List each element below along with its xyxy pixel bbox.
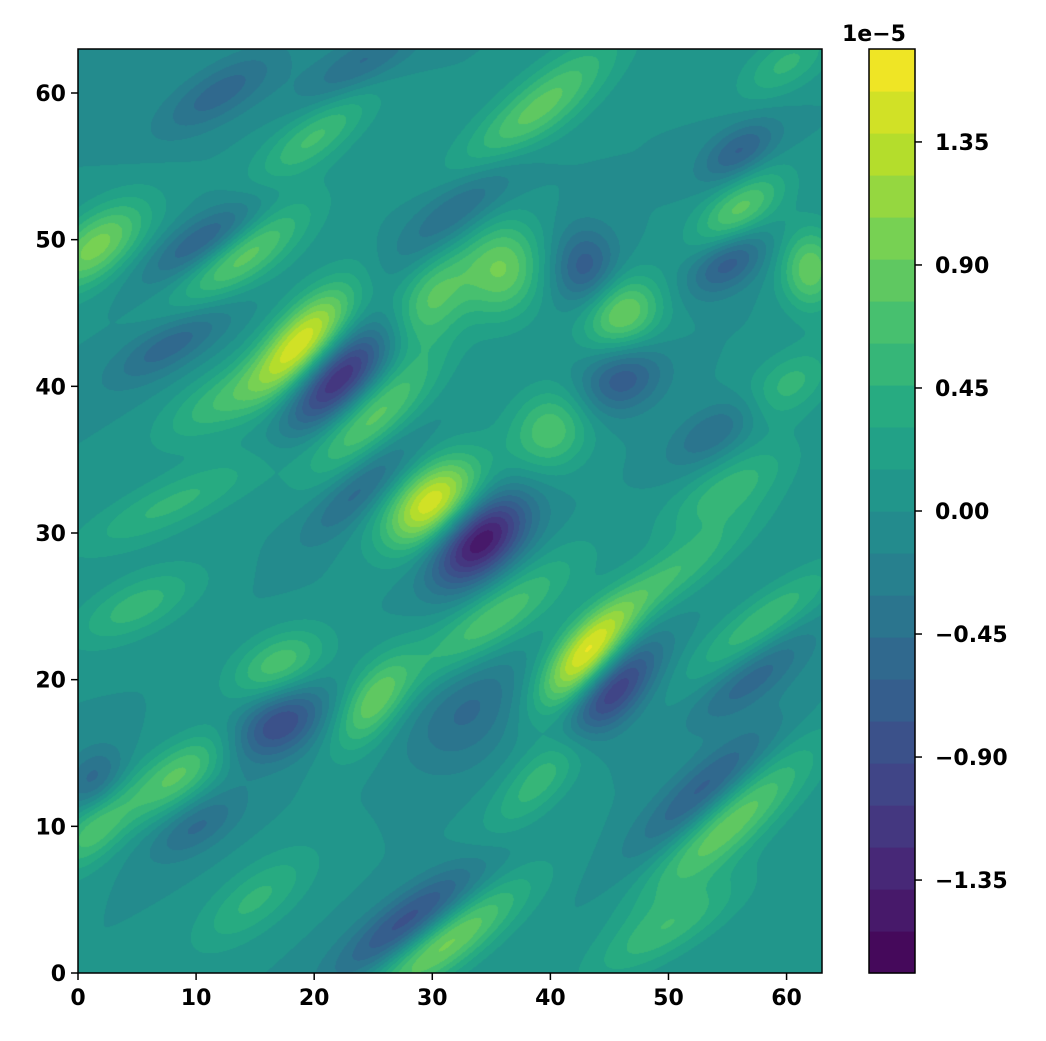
y-axis: 0 10 20 30 40 50 60 [35, 82, 78, 987]
y-tick-label: 60 [35, 82, 66, 107]
colorbar-band [869, 637, 915, 680]
colorbar-band [869, 889, 915, 932]
colorbar-tick-label: −0.90 [935, 746, 1008, 771]
colorbar-band [869, 49, 915, 92]
colorbar-band [869, 511, 915, 554]
x-tick-label: 60 [771, 986, 802, 1011]
colorbar-bands [869, 49, 915, 974]
contour-field [78, 49, 822, 973]
colorbar-ticks: 1.35 0.90 0.45 0.00 −0.45 −0.90 −1.35 [915, 131, 1008, 894]
y-tick-label: 0 [51, 962, 66, 987]
y-tick-label: 40 [35, 375, 66, 400]
colorbar-tick-label: 1.35 [935, 131, 989, 156]
colorbar-tick-label: 0.45 [935, 377, 989, 402]
colorbar-band [869, 763, 915, 806]
contour-plot-area [77, 48, 823, 974]
colorbar: 1.35 0.90 0.45 0.00 −0.45 −0.90 −1.35 1e−5 [842, 22, 1008, 974]
x-axis: 0 10 20 30 40 50 60 [70, 973, 802, 1011]
x-tick-label: 20 [299, 986, 330, 1011]
colorbar-band [869, 679, 915, 722]
colorbar-band [869, 469, 915, 512]
colorbar-band [869, 721, 915, 764]
x-tick-label: 10 [181, 986, 212, 1011]
colorbar-band [869, 427, 915, 470]
colorbar-band [869, 553, 915, 596]
y-tick-label: 20 [35, 669, 66, 694]
colorbar-band [869, 343, 915, 386]
colorbar-tick-label: 0.90 [935, 254, 989, 279]
y-tick-label: 30 [35, 522, 66, 547]
colorbar-band [869, 847, 915, 890]
colorbar-band [869, 91, 915, 134]
colorbar-tick-label: −0.45 [935, 623, 1008, 648]
x-tick-label: 40 [535, 986, 566, 1011]
colorbar-band [869, 385, 915, 428]
x-tick-label: 30 [417, 986, 448, 1011]
colorbar-band [869, 301, 915, 344]
x-tick-label: 50 [653, 986, 684, 1011]
colorbar-band [869, 175, 915, 218]
y-tick-label: 10 [35, 815, 66, 840]
colorbar-tick-label: −1.35 [935, 869, 1008, 894]
colorbar-band [869, 217, 915, 260]
colorbar-tick-label: 0.00 [935, 500, 989, 525]
colorbar-band [869, 133, 915, 176]
colorbar-band [869, 931, 915, 974]
colorbar-offset-label: 1e−5 [842, 22, 906, 47]
colorbar-band [869, 595, 915, 638]
colorbar-band [869, 259, 915, 302]
y-tick-label: 50 [35, 229, 66, 254]
colorbar-band [869, 805, 915, 848]
x-tick-label: 0 [70, 986, 85, 1011]
plot-frame [77, 48, 823, 974]
